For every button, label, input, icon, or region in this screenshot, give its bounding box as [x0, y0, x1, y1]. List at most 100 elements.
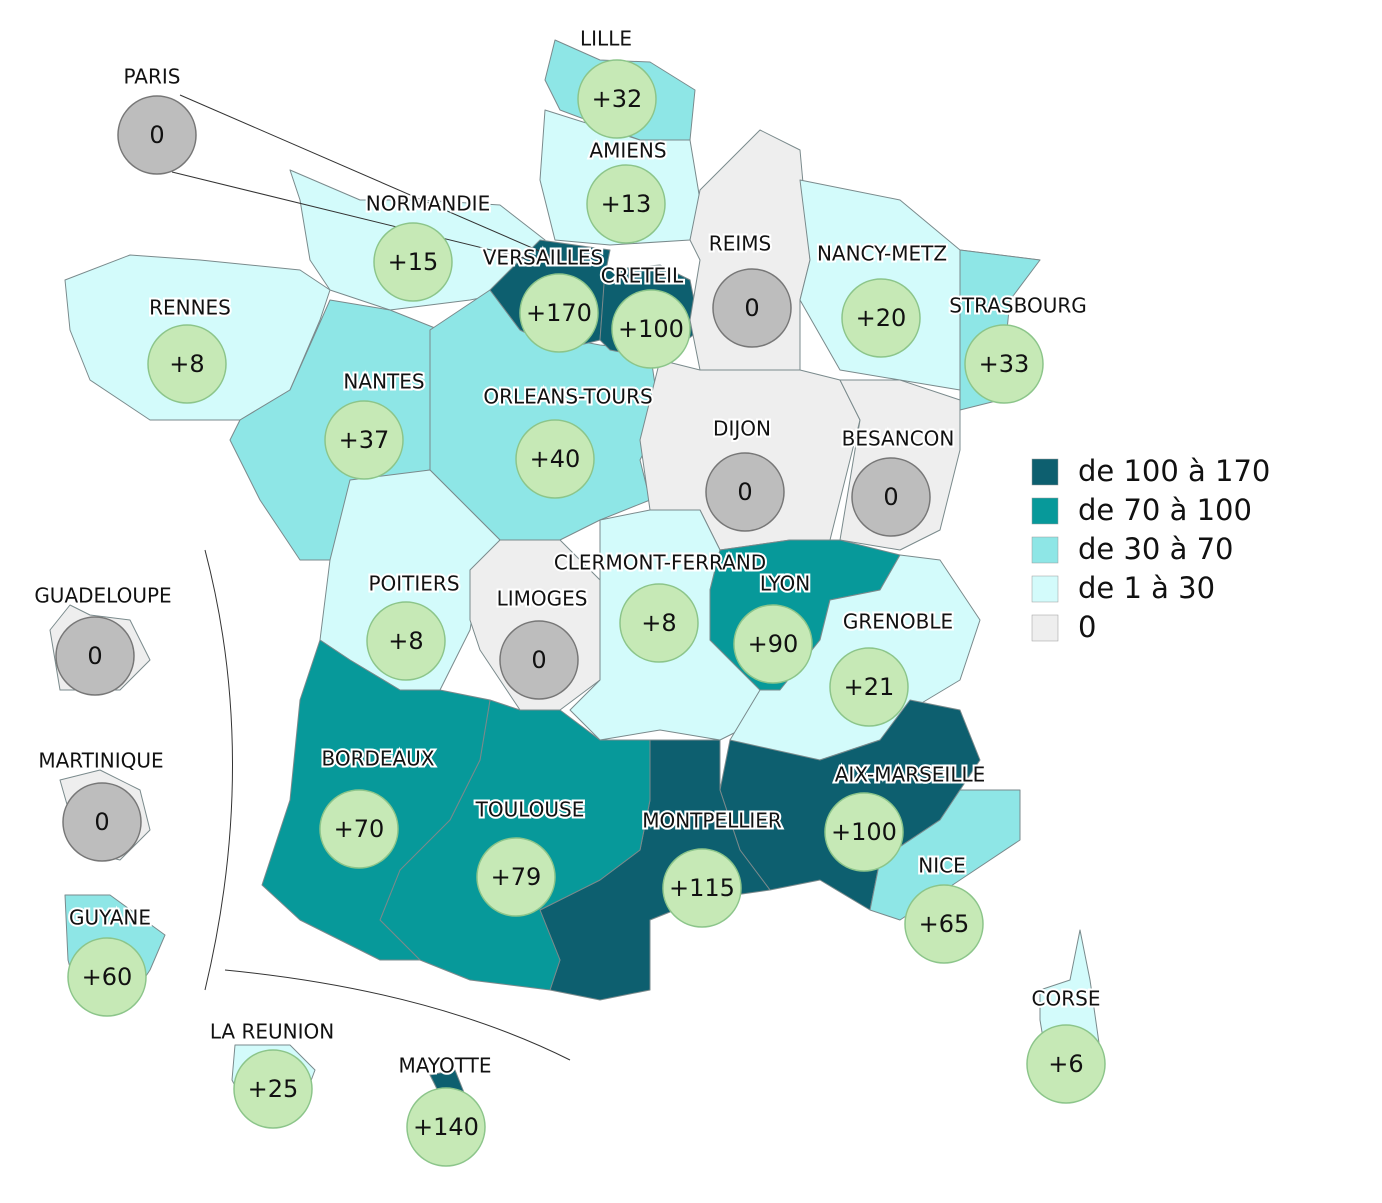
region-label: POITIERS	[368, 572, 459, 596]
value-bubble	[619, 583, 699, 663]
legend-label: de 100 à 170	[1078, 454, 1270, 488]
value-label: +60	[82, 963, 133, 991]
value-label: +8	[641, 609, 676, 637]
value-bubble	[577, 59, 657, 139]
region-label: MARTINIQUE	[38, 749, 163, 773]
value-bubble	[55, 616, 135, 696]
region-label: LILLE	[580, 27, 632, 51]
region-label: CORSE	[1032, 987, 1101, 1011]
region-label: NORMANDIE	[366, 192, 490, 216]
region-label: MAYOTTE	[399, 1054, 492, 1078]
value-label: +79	[491, 863, 542, 891]
value-label: +100	[618, 315, 684, 343]
value-label: +90	[748, 630, 799, 658]
value-label: +8	[169, 350, 204, 378]
value-bubble	[904, 884, 984, 964]
region-label: LIMOGES	[497, 587, 588, 611]
region-label: LYON	[760, 572, 810, 596]
paris-connector	[171, 171, 541, 263]
region-label: BESANCON	[842, 427, 955, 451]
legend-label: 0	[1078, 610, 1096, 644]
value-bubble	[964, 324, 1044, 404]
region-label: NICE	[918, 854, 965, 878]
separator-arc	[224, 969, 571, 1061]
value-bubble	[476, 837, 556, 917]
labels: 0 PARIS +32 LILLE +13 AMIENS +15 NORMANDIE +170 V…	[32, 25, 1106, 1167]
value-bubble	[515, 419, 595, 499]
value-label: +20	[856, 304, 907, 332]
value-label: +65	[919, 910, 970, 938]
value-label: +15	[388, 248, 439, 276]
legend-swatch	[1031, 497, 1059, 525]
separator-arc	[204, 549, 233, 991]
region-label: MONTPELLIER	[642, 809, 782, 833]
value-bubble	[366, 601, 446, 681]
legend-swatch	[1031, 536, 1059, 564]
value-bubble	[324, 400, 404, 480]
value-bubble	[733, 604, 813, 684]
value-bubble	[62, 782, 142, 862]
value-label: +115	[669, 874, 735, 902]
region-label: AIX-MARSEILLE	[835, 763, 986, 787]
region-label: RENNES	[149, 296, 231, 320]
value-label: 0	[87, 642, 102, 670]
decorations	[171, 94, 571, 1061]
region-label: PARIS	[124, 65, 181, 89]
legend-label: de 30 à 70	[1078, 532, 1233, 566]
region-label: NANTES	[343, 370, 424, 394]
value-label: +37	[339, 426, 390, 454]
region-label: TOULOUSE	[475, 798, 585, 822]
value-label: +32	[592, 85, 643, 113]
value-bubble	[147, 324, 227, 404]
region-label: REIMS	[709, 232, 771, 256]
region-label: VERSAILLES	[483, 246, 603, 270]
value-bubble	[67, 937, 147, 1017]
value-label: +140	[413, 1113, 479, 1141]
region-label: GUADELOUPE	[34, 584, 171, 608]
region-label: CRETEIL	[601, 264, 684, 288]
region-label: CLERMONT-FERRAND	[554, 551, 766, 575]
region-label: GRENOBLE	[843, 610, 953, 634]
value-label: +25	[248, 1075, 299, 1103]
value-bubble	[712, 268, 792, 348]
value-label: 0	[737, 478, 752, 506]
value-bubble	[406, 1087, 486, 1167]
value-label: 0	[744, 294, 759, 322]
region-label: LA REUNION	[210, 1020, 334, 1044]
legend-swatch	[1031, 458, 1059, 486]
value-bubble	[851, 457, 931, 537]
region-label: NANCY-METZ	[817, 242, 947, 266]
value-bubble	[319, 789, 399, 869]
value-label: 0	[94, 808, 109, 836]
value-label: +21	[844, 673, 895, 701]
value-bubble	[841, 278, 921, 358]
value-bubble	[117, 95, 197, 175]
region-label: STRASBOURG	[949, 294, 1087, 318]
region-label: AMIENS	[589, 139, 666, 163]
value-label: +40	[530, 445, 581, 473]
legend-label: de 1 à 30	[1078, 571, 1215, 605]
value-bubble	[611, 289, 691, 369]
legend-swatch	[1031, 614, 1059, 642]
value-label: +170	[526, 299, 592, 327]
value-label: +70	[334, 815, 385, 843]
legend-swatch	[1031, 575, 1059, 603]
value-bubble	[373, 222, 453, 302]
value-bubble	[233, 1049, 313, 1129]
value-bubble	[1026, 1024, 1106, 1104]
legend: de 100 à 170 de 70 à 100 de 30 à 70 de 1 à …	[1031, 454, 1270, 644]
value-label: 0	[149, 121, 164, 149]
value-label: +8	[388, 627, 423, 655]
region-label: BORDEAUX	[321, 747, 434, 771]
value-bubble	[519, 273, 599, 353]
region-nice	[869, 789, 1021, 921]
value-label: +13	[601, 190, 652, 218]
value-bubble	[586, 164, 666, 244]
legend-label: de 70 à 100	[1078, 493, 1252, 527]
value-bubble	[499, 620, 579, 700]
value-label: 0	[531, 646, 546, 674]
region-label: ORLEANS-TOURS	[483, 385, 652, 409]
paris-connector	[179, 94, 561, 261]
value-label: +100	[831, 818, 897, 846]
